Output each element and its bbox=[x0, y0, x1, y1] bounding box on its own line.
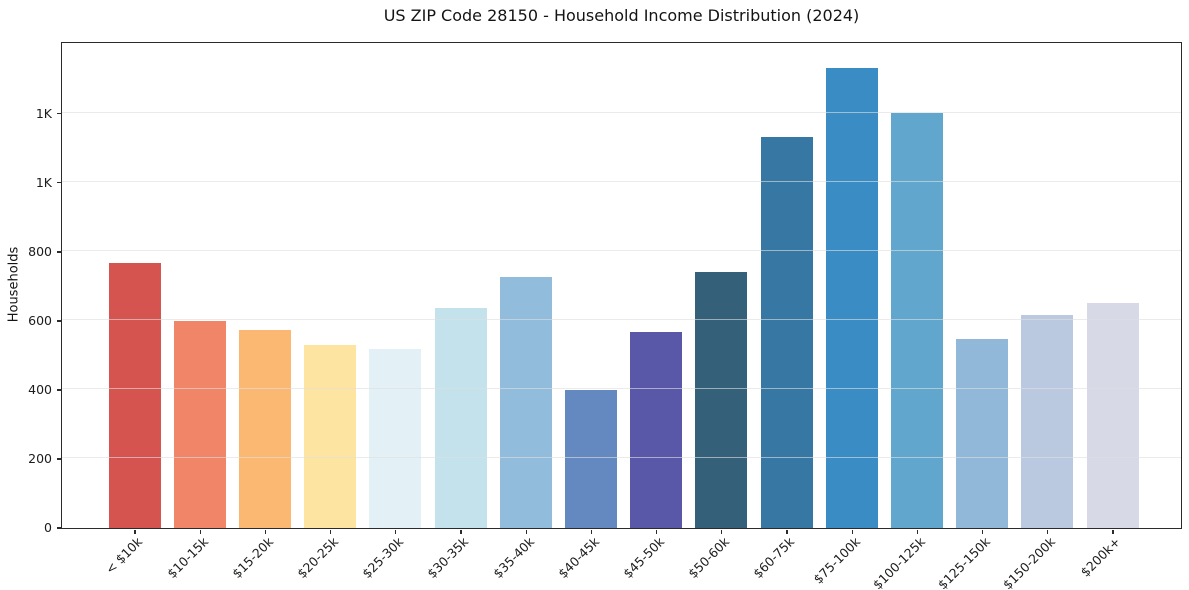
bar bbox=[695, 272, 748, 528]
x-tick-mark bbox=[1047, 529, 1049, 534]
x-tick-mark bbox=[199, 529, 201, 534]
x-tick-label: $25-30k bbox=[359, 534, 407, 582]
bar bbox=[369, 349, 422, 528]
x-tick-mark bbox=[851, 529, 853, 534]
bar bbox=[499, 276, 552, 528]
x-tick-label: $150-200k bbox=[1000, 534, 1059, 590]
x-tick-label: < $10k bbox=[102, 534, 146, 577]
bar bbox=[238, 330, 291, 528]
y-tick-label: 0 bbox=[44, 520, 52, 535]
x-tick-mark bbox=[329, 529, 332, 534]
x-tick-mark bbox=[721, 529, 723, 534]
x-tick-mark bbox=[916, 529, 919, 534]
x-tick-label: $45-50k bbox=[620, 534, 668, 582]
x-tick-label: $35-40k bbox=[489, 534, 537, 582]
x-tick-mark bbox=[264, 529, 267, 534]
y-tick-label: 1K bbox=[35, 174, 52, 190]
bar bbox=[173, 321, 226, 528]
bar bbox=[760, 137, 813, 528]
x-tick-label: $100-125k bbox=[869, 534, 929, 590]
x-tick-label: $15-20k bbox=[228, 534, 277, 582]
x-tick-label: $75-100k bbox=[810, 534, 863, 587]
x-tick-label: $40-45k bbox=[554, 534, 603, 582]
bar bbox=[630, 332, 683, 528]
bar bbox=[108, 263, 161, 528]
x-tick-label: $20-25k bbox=[294, 534, 342, 582]
x-tick-label: $60-75k bbox=[750, 534, 798, 582]
y-tick-label: 200 bbox=[28, 450, 52, 466]
x-tick-label: $10-15k bbox=[163, 534, 211, 582]
bar bbox=[825, 67, 878, 528]
x-tick-label: $125-150k bbox=[934, 534, 994, 590]
plot-area bbox=[60, 41, 1182, 529]
bar bbox=[1086, 302, 1139, 528]
bar bbox=[304, 344, 357, 528]
x-tick-mark bbox=[460, 529, 462, 534]
x-tick-mark bbox=[1112, 529, 1114, 534]
bar bbox=[434, 307, 487, 528]
x-tick-mark bbox=[655, 529, 658, 534]
x-tick-label: $200k+ bbox=[1077, 534, 1124, 580]
x-tick-mark bbox=[981, 529, 984, 534]
chart-title: US ZIP Code 28150 - Household Income Dis… bbox=[383, 6, 860, 25]
y-axis-label: Households bbox=[6, 246, 22, 323]
y-tick-label: 1K bbox=[35, 105, 52, 121]
bars-layer bbox=[62, 43, 1181, 528]
bar bbox=[564, 389, 617, 528]
x-tick-mark bbox=[134, 529, 136, 534]
bar bbox=[956, 339, 1009, 528]
bar bbox=[1021, 314, 1074, 528]
x-tick-label: $30-35k bbox=[424, 534, 472, 582]
x-tick-mark bbox=[786, 529, 788, 534]
x-tick-mark bbox=[525, 529, 527, 534]
x-tick-mark bbox=[395, 529, 397, 534]
x-tick-label: $50-60k bbox=[685, 534, 733, 582]
y-tick-label: 400 bbox=[28, 381, 52, 397]
bar bbox=[890, 113, 943, 528]
x-tick-mark bbox=[590, 529, 593, 534]
